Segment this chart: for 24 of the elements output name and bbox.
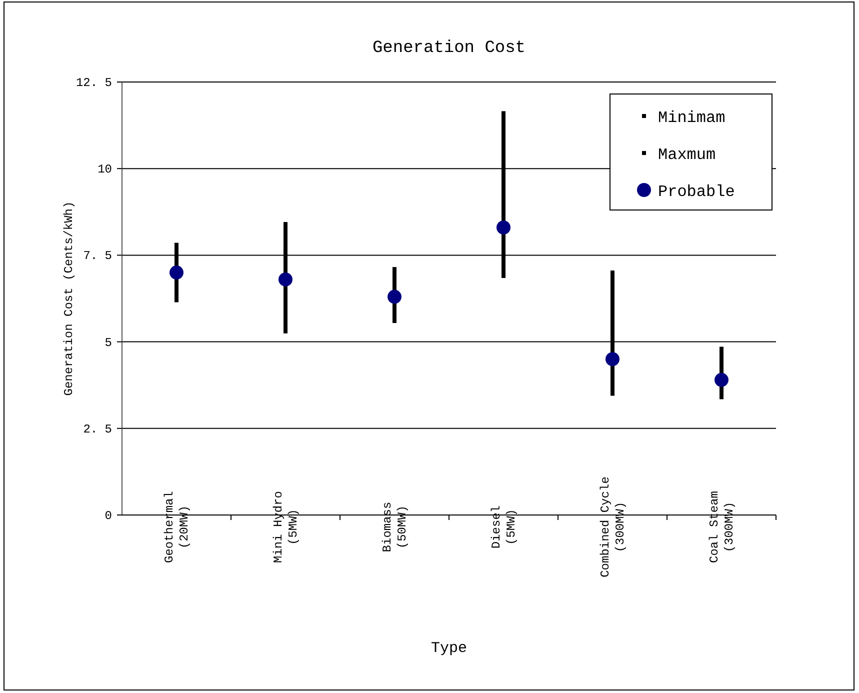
point [496,220,510,234]
y-tick-label: 2. 5 [83,422,112,436]
y-tick-label: 7. 5 [83,249,112,264]
point [278,272,292,286]
y-tick-label: 5 [104,336,112,350]
point [388,290,402,304]
x-tick-label: Coal Steam (300MW) [708,490,736,564]
x-axis-title: Type [430,640,468,657]
y-tick-label: 10 [98,162,112,177]
x-tick-label: Mini Hydro (5MW) [272,490,300,564]
x-tick-label: Geothermal (20MW) [162,490,192,564]
chart-title: Generation Cost [372,39,526,58]
legend-label: Minimam [658,109,726,127]
y-axis-title: Generation Cost (Cents/kWh) [62,201,76,396]
legend-label: Probable [658,183,735,201]
x-tick-label: Diesel (5MW) [490,505,518,549]
point [606,352,620,366]
y-tick-label: 0 [104,509,112,523]
x-tick-label: Combined Cycle (300MW) [598,476,628,578]
x-tick-label: Biomass (50MW) [380,502,410,552]
y-tick-label: 12. 5 [76,76,112,90]
point [714,372,728,387]
point [170,266,184,280]
legend-label: Maxmum [658,146,716,164]
